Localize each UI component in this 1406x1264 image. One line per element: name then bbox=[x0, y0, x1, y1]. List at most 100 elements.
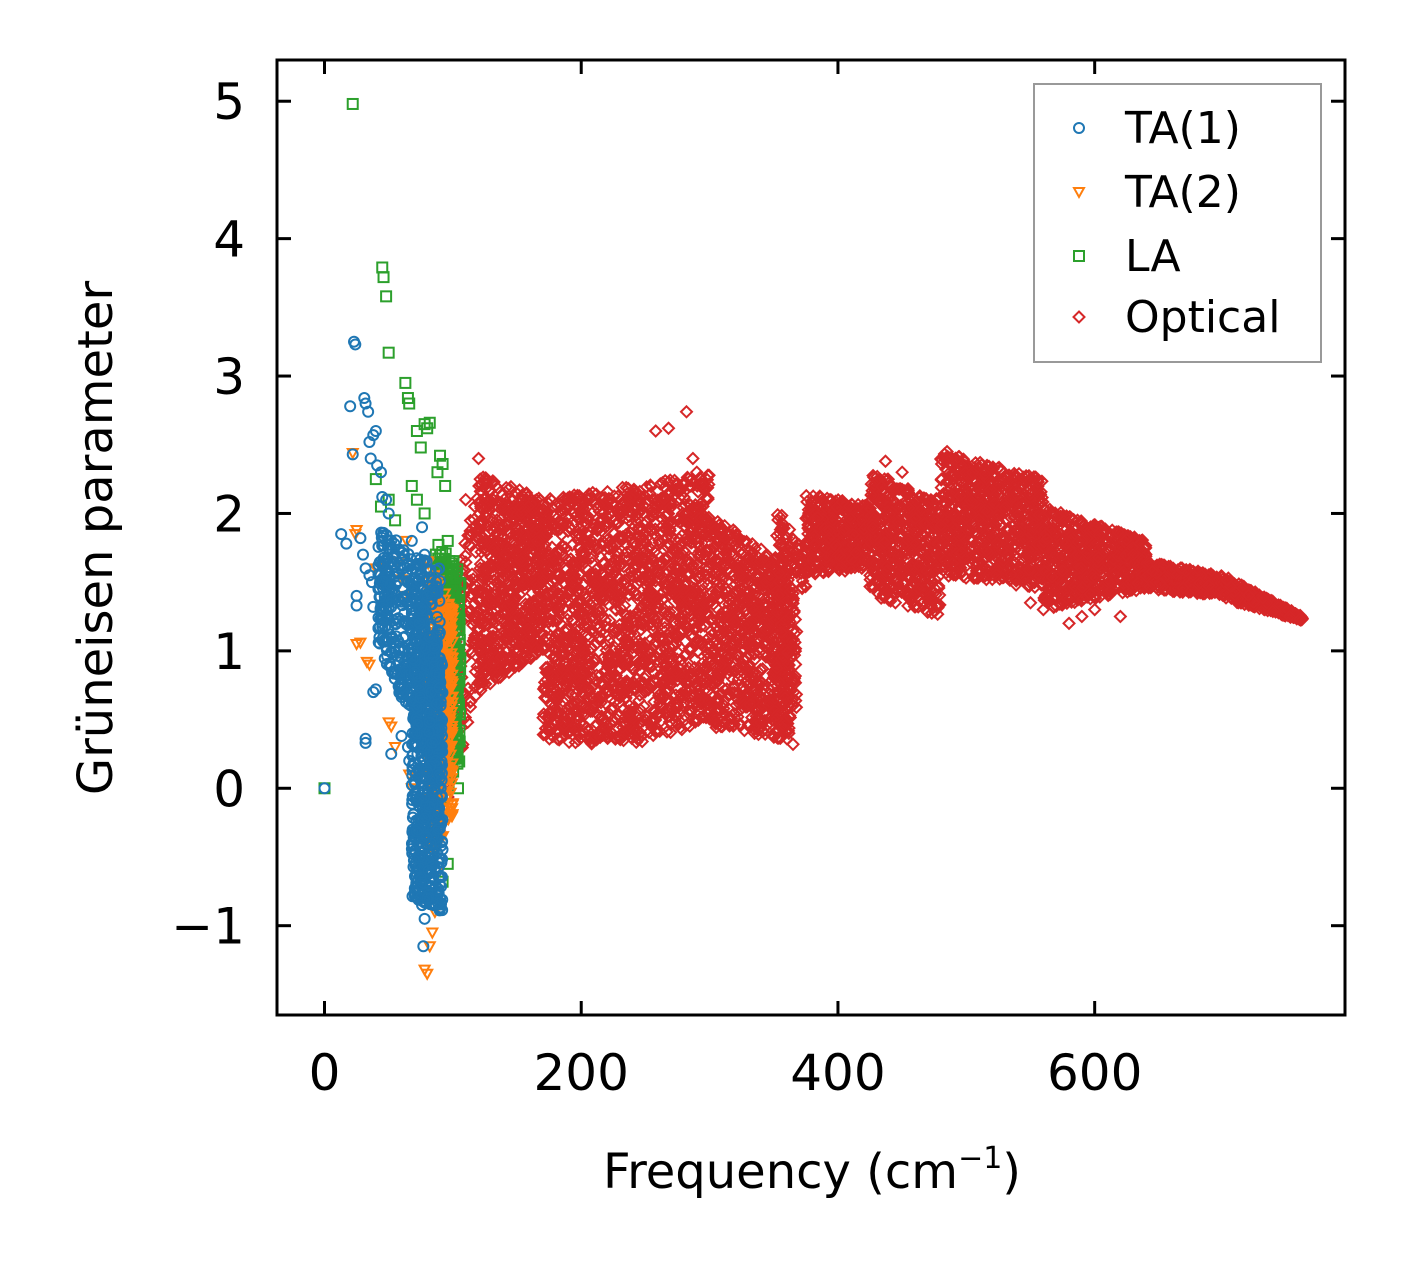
data-point bbox=[463, 513, 478, 528]
data-point bbox=[567, 570, 581, 585]
data-point bbox=[458, 548, 473, 563]
data-point bbox=[663, 678, 678, 693]
data-point bbox=[693, 606, 707, 621]
data-point bbox=[626, 663, 641, 677]
data-point bbox=[626, 721, 641, 736]
data-point bbox=[660, 609, 675, 623]
data-point bbox=[616, 559, 631, 574]
data-point bbox=[643, 486, 657, 501]
data-point bbox=[646, 502, 661, 517]
data-point bbox=[692, 694, 707, 709]
data-point bbox=[594, 512, 609, 527]
data-point bbox=[542, 564, 557, 579]
data-point bbox=[596, 556, 611, 571]
data-point bbox=[594, 524, 609, 538]
data-point bbox=[513, 627, 528, 642]
data-point bbox=[491, 581, 506, 596]
data-point bbox=[620, 612, 634, 626]
data-point bbox=[683, 523, 698, 538]
data-point bbox=[658, 523, 673, 537]
data-point bbox=[595, 608, 610, 623]
data-point bbox=[547, 691, 561, 705]
data-point bbox=[688, 652, 703, 667]
data-point bbox=[626, 682, 640, 697]
data-point bbox=[474, 639, 489, 653]
data-point bbox=[581, 512, 596, 527]
data-point bbox=[536, 727, 551, 742]
data-point bbox=[593, 730, 608, 745]
data-point bbox=[659, 724, 674, 739]
data-point bbox=[632, 654, 647, 669]
data-point bbox=[610, 489, 625, 504]
data-point bbox=[580, 723, 595, 738]
data-point bbox=[502, 585, 516, 600]
data-point bbox=[551, 662, 566, 677]
data-point bbox=[630, 587, 645, 602]
data-point bbox=[637, 636, 652, 651]
data-point bbox=[654, 667, 668, 681]
data-point bbox=[590, 717, 605, 732]
data-point bbox=[662, 624, 677, 639]
data-point bbox=[685, 530, 700, 545]
data-point bbox=[637, 671, 652, 686]
data-point bbox=[492, 645, 507, 659]
data-point bbox=[657, 606, 672, 620]
data-point bbox=[479, 627, 493, 642]
data-point bbox=[613, 732, 628, 747]
data-point bbox=[525, 586, 539, 601]
data-point bbox=[481, 562, 496, 577]
data-point bbox=[655, 632, 670, 647]
data-point bbox=[660, 705, 675, 720]
data-point bbox=[547, 518, 562, 533]
data-point bbox=[647, 705, 662, 720]
data-point bbox=[693, 634, 707, 649]
data-point bbox=[646, 728, 661, 743]
data-point bbox=[540, 660, 555, 675]
data-point bbox=[663, 473, 678, 488]
data-point bbox=[583, 630, 597, 644]
data-point bbox=[490, 592, 505, 607]
data-point bbox=[649, 556, 664, 571]
data-point bbox=[660, 517, 675, 532]
data-point bbox=[598, 637, 613, 652]
data-point bbox=[496, 500, 511, 514]
data-point bbox=[674, 722, 689, 737]
data-point bbox=[560, 516, 574, 531]
data-point bbox=[507, 643, 522, 658]
data-point bbox=[674, 611, 689, 626]
data-point bbox=[687, 672, 702, 687]
data-point bbox=[557, 624, 572, 639]
data-point bbox=[638, 613, 653, 628]
data-point bbox=[599, 719, 614, 734]
data-point bbox=[590, 521, 605, 535]
data-point bbox=[642, 503, 657, 518]
data-point bbox=[595, 534, 610, 549]
data-point bbox=[603, 506, 617, 520]
data-point bbox=[512, 483, 527, 497]
data-point bbox=[517, 574, 531, 589]
data-point bbox=[536, 707, 551, 722]
data-point bbox=[514, 506, 529, 521]
data-point bbox=[629, 507, 644, 522]
data-point bbox=[685, 627, 699, 642]
data-point bbox=[561, 585, 576, 600]
data-point bbox=[545, 669, 560, 683]
data-point bbox=[699, 559, 714, 574]
data-point bbox=[483, 595, 498, 610]
data-point bbox=[634, 536, 648, 551]
data-point bbox=[642, 645, 657, 660]
data-point bbox=[663, 500, 678, 515]
data-point bbox=[633, 725, 647, 740]
data-point bbox=[529, 492, 544, 507]
data-point bbox=[474, 499, 488, 514]
data-point bbox=[506, 571, 521, 586]
data-point bbox=[474, 513, 488, 528]
data-point bbox=[653, 536, 668, 551]
data-point bbox=[602, 652, 617, 667]
data-point bbox=[467, 608, 482, 622]
data-point bbox=[628, 546, 643, 561]
data-point bbox=[672, 579, 687, 594]
data-point bbox=[583, 585, 598, 600]
data-point bbox=[487, 542, 502, 557]
data-point bbox=[560, 668, 574, 683]
